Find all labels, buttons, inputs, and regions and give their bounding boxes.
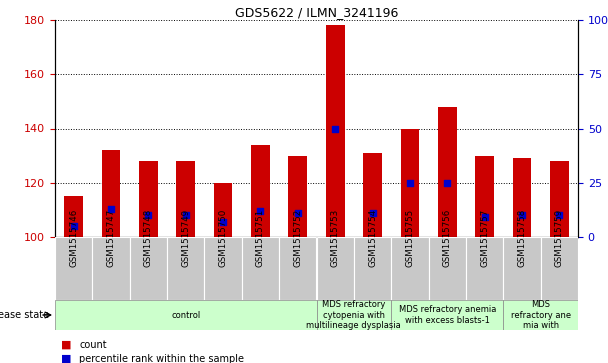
Text: GSM1515758: GSM1515758 xyxy=(517,209,527,267)
Point xyxy=(143,212,153,218)
Bar xyxy=(204,237,242,300)
Bar xyxy=(279,237,317,300)
Bar xyxy=(167,237,204,300)
Text: MDS refractory
cytopenia with
multilineage dysplasia: MDS refractory cytopenia with multilinea… xyxy=(306,300,401,330)
Text: GSM1515754: GSM1515754 xyxy=(368,209,377,267)
Point xyxy=(293,210,303,216)
Bar xyxy=(475,156,494,237)
Bar xyxy=(401,129,420,237)
Point xyxy=(443,180,452,185)
Bar xyxy=(317,300,391,330)
Text: ■: ■ xyxy=(61,339,72,350)
Point xyxy=(517,212,527,218)
Text: percentile rank within the sample: percentile rank within the sample xyxy=(79,354,244,363)
Text: ■: ■ xyxy=(61,354,72,363)
Bar xyxy=(550,161,568,237)
Bar xyxy=(92,237,130,300)
Text: GSM1515757: GSM1515757 xyxy=(480,209,489,267)
Text: MDS
refractory ane
mia with: MDS refractory ane mia with xyxy=(511,300,571,330)
Bar xyxy=(466,237,503,300)
Bar xyxy=(354,237,391,300)
Point xyxy=(69,223,78,229)
Bar xyxy=(130,237,167,300)
Title: GDS5622 / ILMN_3241196: GDS5622 / ILMN_3241196 xyxy=(235,6,398,19)
Bar xyxy=(513,158,531,237)
Point xyxy=(106,206,116,212)
Bar xyxy=(55,300,317,330)
Text: GSM1515759: GSM1515759 xyxy=(555,209,564,267)
Point xyxy=(368,210,378,216)
Bar xyxy=(176,161,195,237)
Text: count: count xyxy=(79,339,107,350)
Bar xyxy=(326,25,345,237)
Point xyxy=(181,212,191,218)
Bar xyxy=(391,237,429,300)
Text: GSM1515755: GSM1515755 xyxy=(406,209,415,267)
Bar xyxy=(541,237,578,300)
Text: GSM1515751: GSM1515751 xyxy=(256,209,265,267)
Point xyxy=(554,212,564,218)
Bar xyxy=(251,145,270,237)
Point xyxy=(405,180,415,185)
Text: GSM1515746: GSM1515746 xyxy=(69,209,78,267)
Point xyxy=(330,126,340,131)
Bar xyxy=(242,237,279,300)
Bar xyxy=(64,196,83,237)
Bar xyxy=(214,183,232,237)
Text: GSM1515752: GSM1515752 xyxy=(293,209,302,267)
Bar xyxy=(102,150,120,237)
Bar xyxy=(438,107,457,237)
Bar xyxy=(503,237,541,300)
Bar xyxy=(429,237,466,300)
Bar xyxy=(363,153,382,237)
Text: MDS refractory anemia
with excess blasts-1: MDS refractory anemia with excess blasts… xyxy=(399,305,496,325)
Bar xyxy=(139,161,157,237)
Text: disease state: disease state xyxy=(0,310,49,320)
Text: GSM1515753: GSM1515753 xyxy=(331,209,340,267)
Text: GSM1515756: GSM1515756 xyxy=(443,209,452,267)
Bar xyxy=(391,300,503,330)
Bar xyxy=(503,300,578,330)
Point xyxy=(218,219,228,225)
Bar xyxy=(288,156,307,237)
Bar xyxy=(317,237,354,300)
Point xyxy=(480,215,489,220)
Text: GSM1515748: GSM1515748 xyxy=(144,209,153,267)
Text: GSM1515747: GSM1515747 xyxy=(106,209,116,267)
Text: control: control xyxy=(171,310,201,319)
Text: GSM1515750: GSM1515750 xyxy=(219,209,227,267)
Text: GSM1515749: GSM1515749 xyxy=(181,209,190,267)
Point xyxy=(255,208,265,214)
Bar xyxy=(55,237,92,300)
